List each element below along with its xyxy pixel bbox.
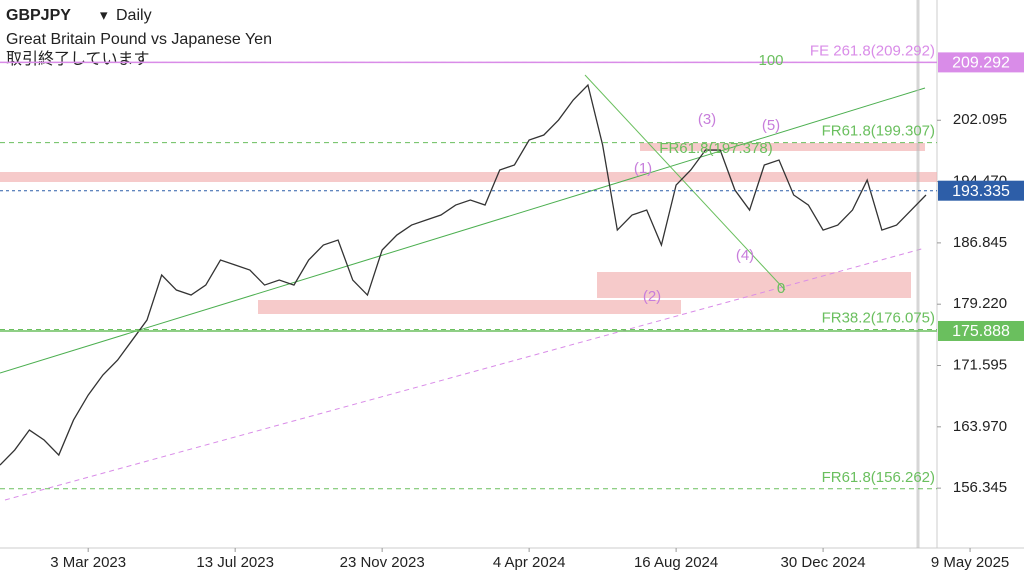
fib-level-label: FE 261.8(209.292)	[810, 42, 935, 59]
zone	[258, 300, 681, 314]
y-tick-label: 186.845	[953, 234, 1007, 251]
status: 取引終了しています	[6, 50, 150, 68]
annotation: 0	[777, 280, 785, 297]
price-label-box	[938, 180, 1024, 201]
x-tick-label: 13 Jul 2023	[196, 554, 274, 571]
fib-level-label: FR38.2(176.075)	[822, 309, 935, 326]
x-tick-label: 9 May 2025	[931, 554, 1009, 571]
x-tick-label: 3 Mar 2023	[50, 554, 126, 571]
y-tick-label: 163.970	[953, 418, 1007, 435]
price-label-box	[938, 320, 1024, 341]
description: Great Britain Pound vs Japanese Yen	[6, 31, 272, 48]
x-tick-label: 23 Nov 2023	[340, 554, 425, 571]
annotation: FR61.8(197.378)	[659, 140, 772, 157]
interval[interactable]: Daily	[116, 7, 152, 24]
y-tick-label: 156.345	[953, 479, 1007, 496]
x-tick-label: 16 Aug 2024	[634, 554, 718, 571]
interval-arrow[interactable]: ▾	[100, 7, 108, 24]
fib-line	[584, 74, 786, 291]
price-label: 209.292	[952, 55, 1010, 72]
annotation: (1)	[634, 160, 652, 177]
zone	[597, 272, 911, 298]
annotation: (5)	[762, 117, 780, 134]
trend-line	[4, 247, 926, 501]
annotation: (3)	[698, 111, 716, 128]
fib-level-label: FR61.8(156.262)	[822, 469, 935, 486]
price-label-box	[938, 52, 1024, 73]
fib-level-label: FR61.8(199.307)	[822, 123, 935, 140]
y-tick-label: 179.220	[953, 295, 1007, 312]
zone	[0, 172, 937, 182]
x-tick-label: 30 Dec 2024	[781, 554, 866, 571]
price-label: 175.888	[952, 323, 1010, 340]
symbol: GBPJPY	[6, 7, 71, 24]
x-tick-label: 4 Apr 2024	[493, 554, 566, 571]
annotation: 100	[758, 52, 783, 69]
annotation: (2)	[643, 288, 661, 305]
y-tick-label: 171.595	[953, 356, 1007, 373]
annotation: (4)	[736, 247, 754, 264]
price-line	[0, 83, 927, 466]
zone	[640, 143, 925, 151]
trend-line	[0, 87, 926, 374]
y-tick-label: 202.095	[953, 111, 1007, 128]
price-label: 193.335	[952, 183, 1010, 200]
